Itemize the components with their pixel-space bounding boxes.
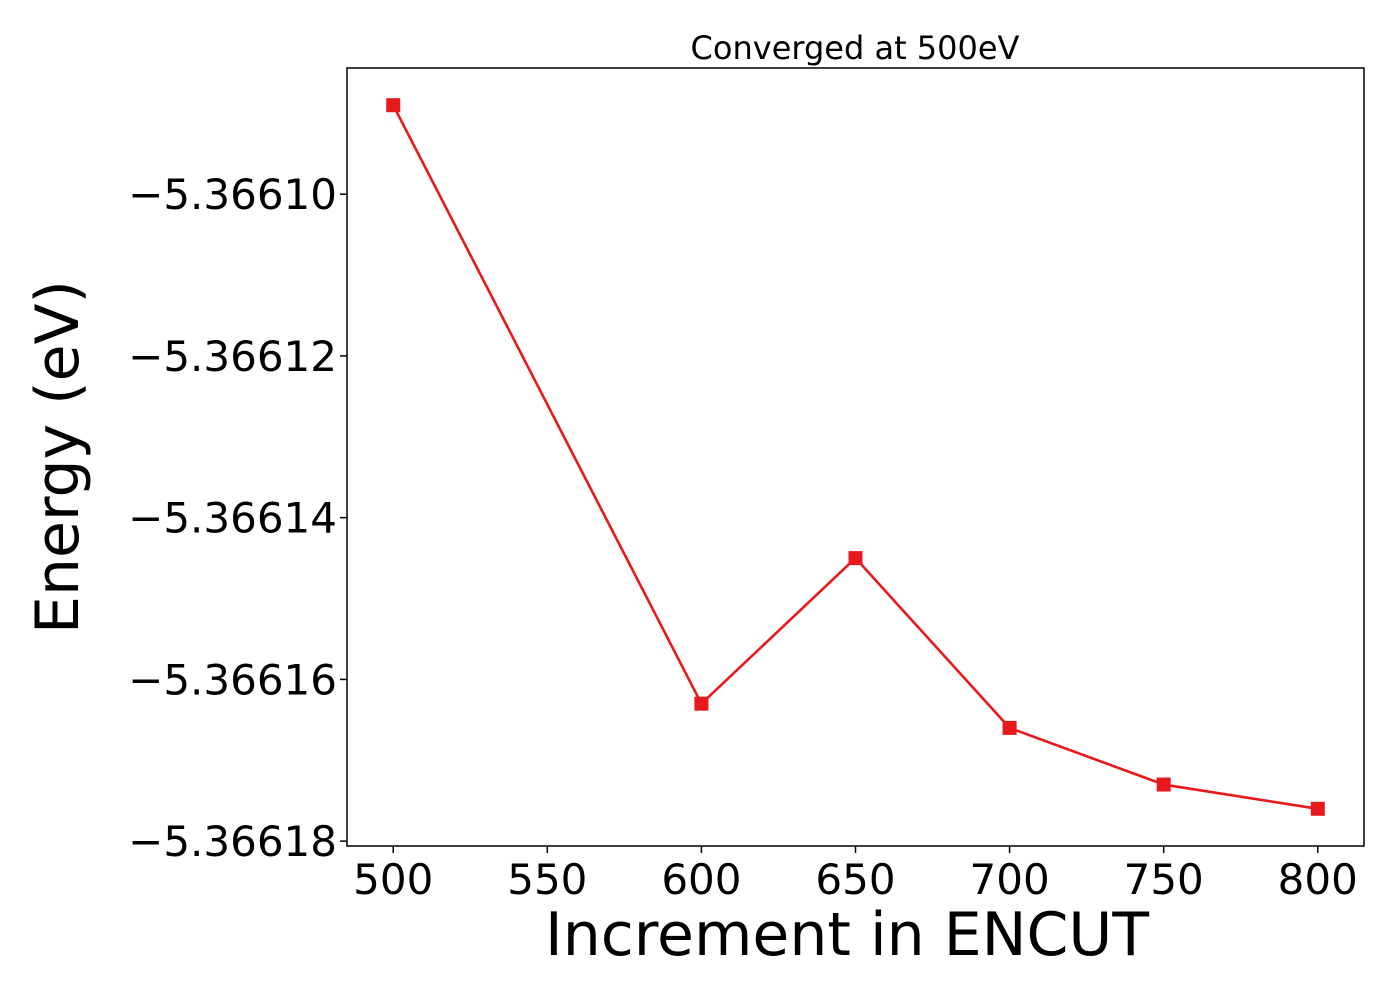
y-tick-label: −5.36610: [128, 170, 337, 219]
chart-title: Converged at 500eV: [691, 29, 1020, 67]
x-tick-label: 650: [815, 855, 895, 904]
data-point: [1002, 720, 1017, 735]
data-point: [1310, 801, 1325, 816]
y-tick-label: −5.36618: [128, 817, 337, 866]
x-tick-label: 550: [507, 855, 587, 904]
x-tick-label: 800: [1278, 855, 1358, 904]
y-axis: −5.36610 −5.36612 −5.36614 −5.36616 −5.36618: [128, 170, 347, 866]
plot-area: [386, 98, 1325, 816]
y-axis-title: Energy (eV): [23, 280, 93, 634]
x-axis-title: Increment in ENCUT: [545, 900, 1149, 970]
x-tick-label: 750: [1124, 855, 1204, 904]
data-point: [386, 98, 401, 113]
plot-frame: [346, 67, 1365, 847]
x-tick-label: 500: [353, 855, 433, 904]
x-tick-label: 700: [970, 855, 1050, 904]
y-tick-label: −5.36614: [128, 494, 337, 543]
data-point: [1156, 777, 1171, 792]
data-point: [694, 696, 709, 711]
y-tick-label: −5.36612: [128, 332, 337, 381]
series-line: [392, 104, 1318, 811]
x-axis: 500 550 600 650 700 750 800: [353, 846, 1358, 904]
data-point: [848, 551, 863, 566]
y-tick-label: −5.36616: [128, 655, 337, 704]
x-tick-label: 600: [661, 855, 741, 904]
